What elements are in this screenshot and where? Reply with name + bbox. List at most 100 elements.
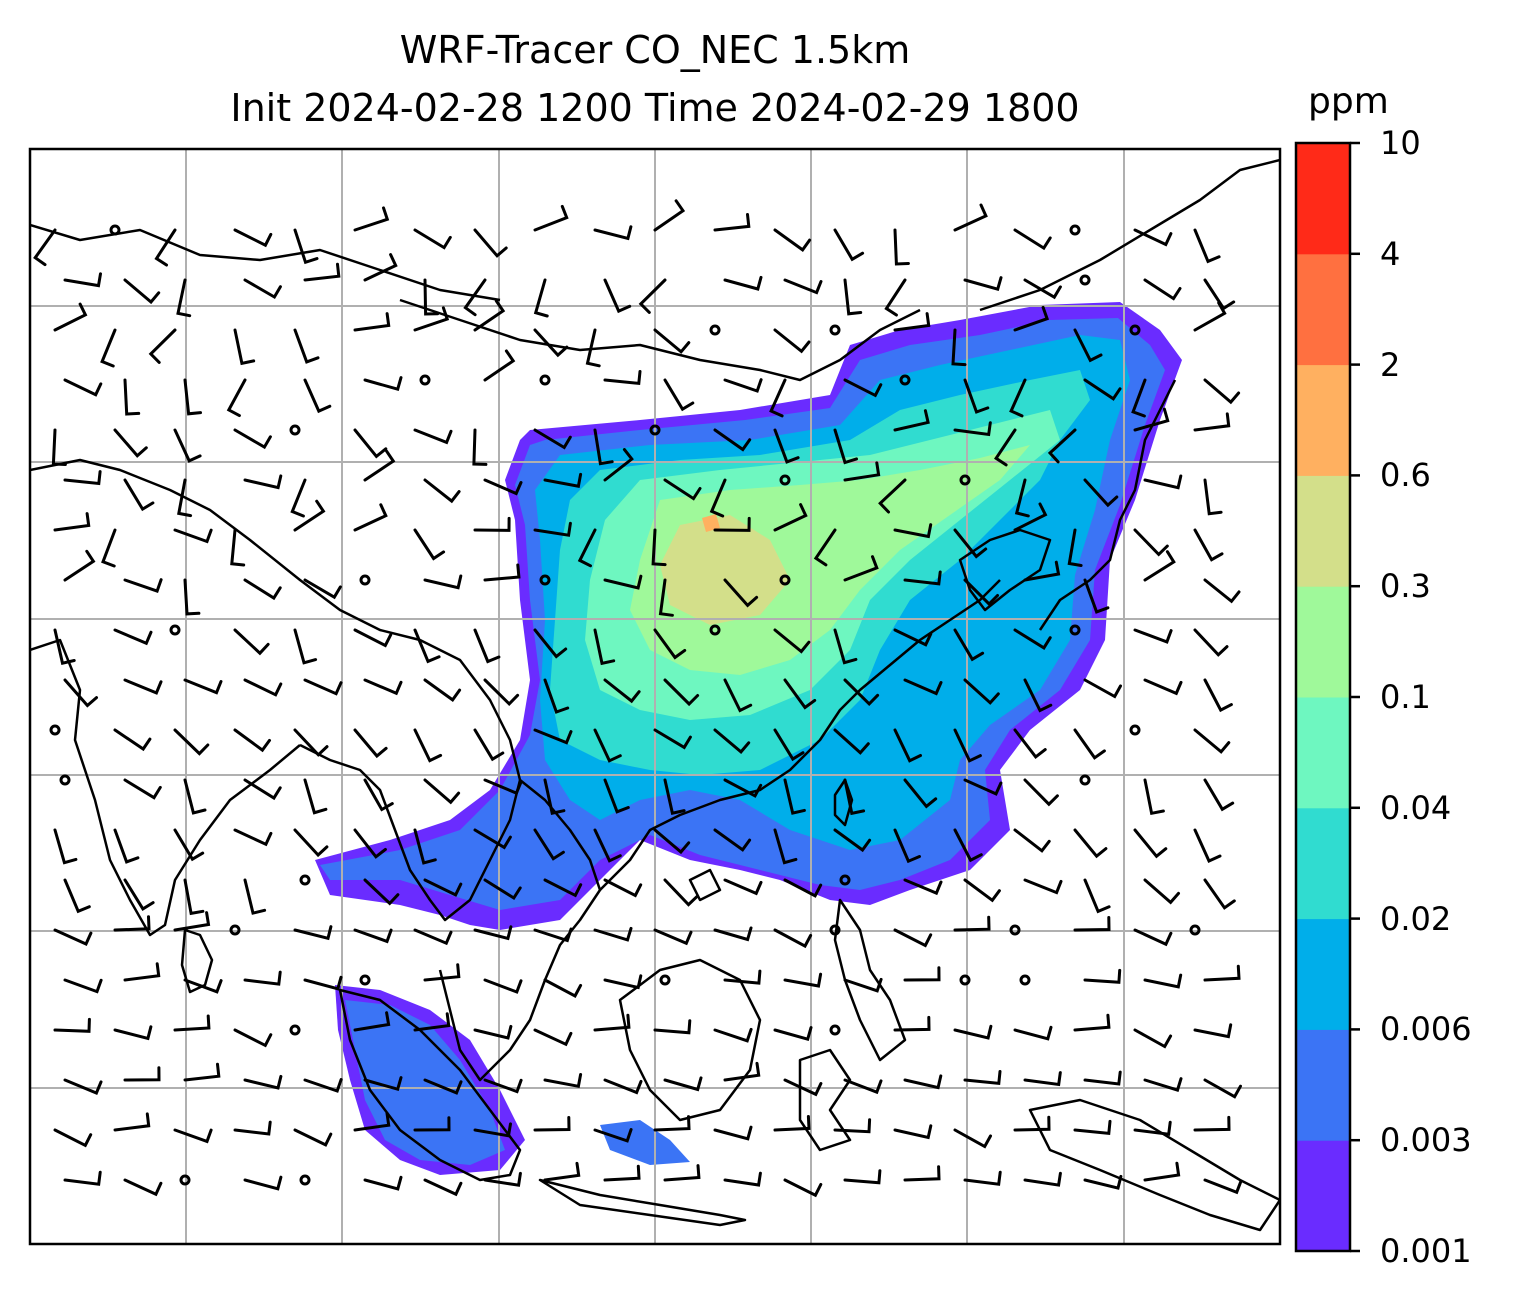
wind-barb: [473, 925, 513, 941]
colorbar-tick-label: 0.006: [1380, 1010, 1472, 1049]
wind-barb: [653, 728, 692, 750]
wind-barb: [903, 678, 943, 696]
wind-barb: [1203, 678, 1233, 713]
coastline-indochina: [438, 779, 602, 1082]
wind-barb: [773, 1026, 813, 1042]
wind-barb: [653, 928, 693, 946]
wind-barb: [483, 778, 523, 796]
wind-barb: [173, 828, 205, 862]
wind-barb: [113, 1112, 151, 1132]
wind-barb: [893, 228, 910, 266]
wind-barb: [713, 1027, 753, 1043]
calm-wind-marker: [829, 1024, 841, 1036]
wind-barb: [1013, 228, 1052, 251]
wind-barb: [1133, 528, 1169, 557]
wind-barb: [177, 478, 193, 518]
wind-barb: [663, 778, 686, 815]
wind-barb: [533, 828, 565, 861]
wind-barb: [533, 1028, 573, 1047]
wind-barb: [230, 528, 246, 567]
wind-barb: [963, 378, 990, 414]
wind-barb: [593, 926, 633, 942]
wind-barb: [843, 378, 883, 398]
wind-barb: [773, 1115, 811, 1132]
wind-barb: [723, 1061, 761, 1082]
wind-barb: [173, 528, 213, 544]
wind-barb: [893, 928, 933, 948]
wind-barb: [1023, 1171, 1062, 1187]
wind-barb: [233, 628, 270, 656]
colorbar-bin: [1296, 1029, 1350, 1141]
calm-wind-marker: [839, 874, 851, 886]
colorbar: [1294, 141, 1360, 1253]
wind-barb: [113, 728, 152, 752]
wind-barb: [176, 278, 192, 318]
wind-barb: [293, 328, 320, 364]
wind-barb: [423, 1178, 463, 1197]
wind-barb: [473, 299, 506, 332]
wind-barb: [903, 570, 942, 586]
wind-barb: [543, 778, 566, 815]
wind-barb: [1067, 528, 1083, 567]
wind-barb: [593, 628, 616, 666]
wind-barb: [603, 278, 632, 314]
wind-barb: [243, 1074, 283, 1090]
wind-barb: [183, 878, 205, 916]
wind-barb: [293, 925, 333, 941]
wind-barb: [994, 428, 1017, 467]
wind-barb: [843, 977, 883, 993]
wind-barb: [603, 1078, 643, 1095]
wind-barb: [413, 528, 446, 561]
border-china-inner: [419, 638, 522, 781]
calm-wind-marker: [359, 574, 371, 586]
wind-barb: [593, 225, 633, 241]
wind-barb: [893, 312, 931, 332]
colorbar-tick-label: 0.3: [1380, 567, 1431, 606]
wind-barb: [543, 1161, 581, 1182]
wind-barb: [953, 828, 983, 863]
wind-barb: [903, 778, 938, 809]
calm-wind-marker: [1079, 274, 1091, 286]
colorbar-tick-label: 0.1: [1380, 678, 1431, 716]
wind-barb: [953, 1128, 992, 1149]
wind-barb: [963, 578, 999, 607]
wind-barb: [1143, 1161, 1181, 1182]
calm-wind-marker: [899, 374, 911, 386]
wind-barb: [963, 778, 1003, 796]
calm-wind-marker: [109, 224, 121, 236]
wind-barb: [1047, 428, 1077, 464]
wind-barb: [303, 378, 332, 414]
wind-barb: [233, 328, 256, 366]
colorbar-unit-label: ppm: [1308, 81, 1389, 122]
colorbar-tick-label: 0.02: [1380, 899, 1452, 938]
wind-barb: [183, 1062, 221, 1082]
calm-wind-marker: [49, 724, 61, 736]
wind-barb: [1203, 964, 1241, 982]
wind-barb: [53, 628, 76, 666]
wind-barb: [593, 428, 614, 466]
wind-barb: [1073, 328, 1103, 363]
wind-barb: [53, 928, 93, 946]
wind-barb: [1133, 1120, 1172, 1136]
wind-barb: [533, 521, 572, 537]
wind-barb: [1143, 678, 1183, 696]
wind-barb: [723, 578, 759, 608]
wind-barb: [1023, 278, 1062, 300]
wind-barb: [293, 728, 329, 757]
wind-barb: [884, 278, 907, 317]
calm-wind-marker: [229, 924, 241, 936]
wind-barb: [713, 213, 751, 232]
colorbar-bin: [1296, 697, 1350, 809]
wind-barb: [1083, 1070, 1122, 1086]
calm-wind-marker: [709, 624, 721, 636]
calm-wind-marker: [359, 974, 371, 986]
wind-barb: [653, 628, 687, 660]
wind-barb: [293, 628, 318, 665]
wind-barb: [769, 378, 787, 418]
wind-barb: [843, 1169, 882, 1185]
wind-barb: [658, 578, 674, 617]
wind-barb: [713, 828, 752, 852]
wind-barb: [773, 928, 813, 949]
wind-barb: [1193, 1115, 1231, 1132]
